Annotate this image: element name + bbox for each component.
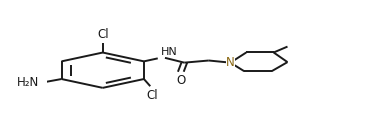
Text: N: N xyxy=(226,56,235,69)
Text: HN: HN xyxy=(161,47,177,57)
Text: O: O xyxy=(176,74,186,87)
Text: H₂N: H₂N xyxy=(17,76,39,89)
Text: Cl: Cl xyxy=(97,28,109,41)
Text: Cl: Cl xyxy=(146,89,158,102)
